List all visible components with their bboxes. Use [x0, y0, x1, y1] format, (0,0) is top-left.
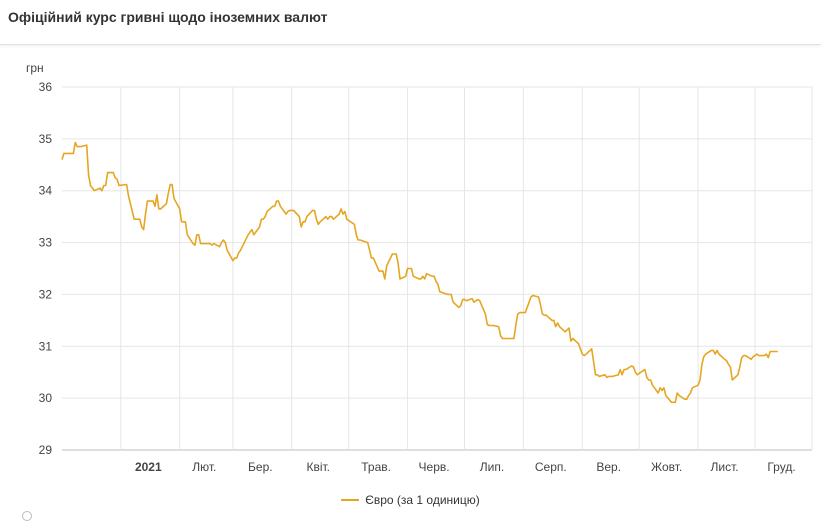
y-tick-label: 32 [39, 287, 53, 301]
x-tick-label: Черв. [419, 460, 450, 474]
y-tick-label: 30 [39, 391, 53, 405]
x-tick-label: Серп. [535, 460, 567, 474]
y-tick-label: 31 [39, 339, 53, 353]
x-tick-label: Бер. [248, 460, 273, 474]
x-tick-label: Квіт. [306, 460, 330, 474]
y-tick-label: 36 [39, 80, 53, 94]
legend-swatch [341, 499, 360, 501]
y-tick-label: 33 [39, 236, 53, 250]
y-tick-label: 34 [39, 184, 53, 198]
x-tick-label: Трав. [361, 460, 391, 474]
series-line-euro [61, 141, 778, 404]
chart-legend: Євро (за 1 одиницю) [0, 490, 821, 507]
x-tick-label: Лют. [192, 460, 216, 474]
x-tick-label: Лист. [711, 460, 739, 474]
legend-label: Євро (за 1 одиницю) [365, 493, 480, 507]
circle-icon [22, 511, 32, 521]
x-tick-label: Жовт. [651, 460, 682, 474]
legend-item-euro[interactable]: Євро (за 1 одиницю) [341, 493, 480, 507]
y-axis-unit-label: грн [26, 61, 44, 75]
chart-title: Офіційний курс гривні щодо іноземних вал… [8, 9, 328, 25]
chart-header: Офіційний курс гривні щодо іноземних вал… [0, 0, 821, 45]
y-tick-label: 29 [39, 443, 53, 457]
y-tick-label: 35 [39, 132, 53, 146]
x-tick-label: Вер. [596, 460, 621, 474]
x-tick-label: 2021 [135, 460, 162, 474]
exchange-rate-chart: грн 29 30 31 32 33 34 35 36 2021 Лют. Бер. Квіт. Трав… [26, 61, 813, 474]
x-tick-label: Груд. [767, 460, 795, 474]
x-tick-label: Лип. [480, 460, 504, 474]
